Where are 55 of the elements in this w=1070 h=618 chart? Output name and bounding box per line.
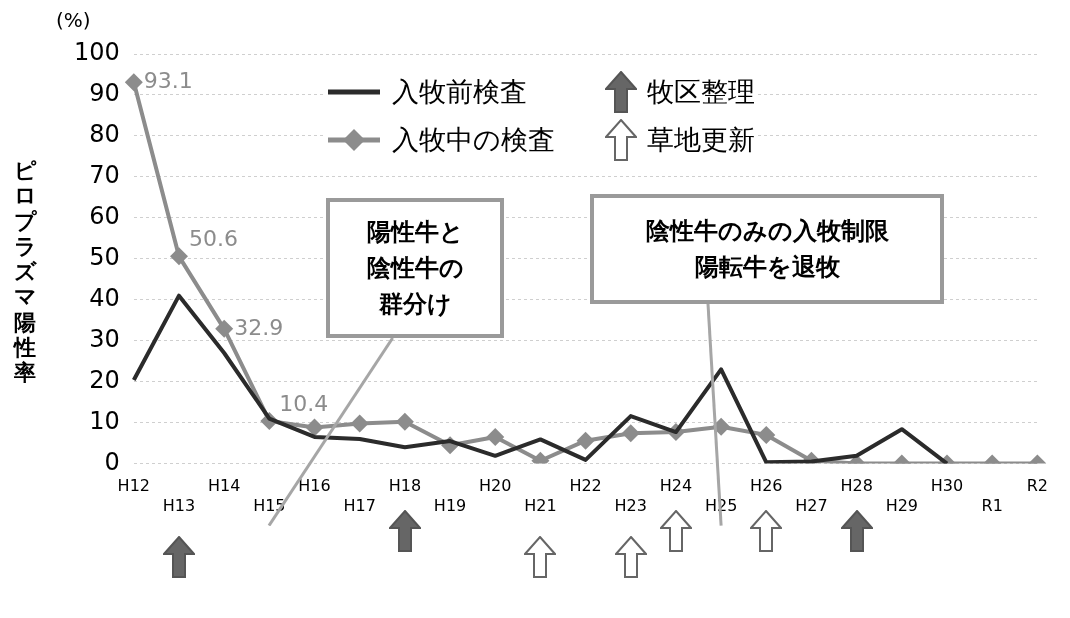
- x-tick-label: H27: [795, 495, 828, 515]
- point: [576, 431, 595, 450]
- data-label: 10.4: [279, 390, 329, 416]
- x-tick-label: H18: [388, 476, 422, 496]
- point: [215, 319, 234, 338]
- x-tick-label: R1: [981, 495, 1003, 515]
- callout-box: 陰性牛のみの入牧制限陽転牛を退牧: [590, 194, 944, 304]
- x-tick-label: H16: [298, 476, 331, 496]
- point: [350, 414, 369, 433]
- x-tick-label: H14: [207, 476, 241, 496]
- y-tick-label: 100: [74, 38, 120, 67]
- data-label: 93.1: [143, 67, 193, 93]
- annotation: 陽性牛と陰性牛の群分け: [365, 217, 465, 320]
- y-tick-label: 70: [89, 161, 120, 190]
- y-tick-label: 40: [89, 283, 120, 312]
- point: [757, 425, 776, 444]
- legend-label: 入牧前検査: [392, 75, 527, 109]
- annotation: 陰性牛のみの入牧制限陽転牛を退牧: [644, 216, 890, 283]
- y-tick-label: 10: [89, 406, 120, 435]
- x-tick-label: H28: [840, 476, 873, 496]
- y-tick-label: 30: [89, 324, 120, 353]
- data-label: 32.9: [234, 314, 284, 340]
- annotation: 牧区整理: [647, 75, 755, 109]
- x-tick-label: H29: [885, 495, 919, 515]
- callout-box: 陽性牛と陰性牛の群分け: [326, 198, 504, 338]
- y-tick-label: 20: [89, 365, 120, 394]
- y-tick-label: 50: [89, 243, 120, 272]
- x-tick-label: H24: [659, 476, 693, 496]
- text: ピロプラズマ陽性率: [14, 158, 37, 386]
- point: [486, 427, 505, 446]
- point: [305, 418, 324, 437]
- point: [169, 247, 188, 266]
- x-tick-label: H22: [569, 476, 602, 496]
- x-tick-label: H15: [253, 495, 286, 515]
- point: [621, 424, 640, 443]
- data-label: 50.6: [188, 226, 238, 252]
- legend-label: 入牧中の検査: [392, 123, 555, 157]
- x-tick-label: H17: [343, 495, 376, 515]
- x-tick-label: H19: [433, 495, 467, 515]
- text: (%): [56, 8, 91, 32]
- y-tick-label: 60: [89, 202, 120, 231]
- x-tick-label: H30: [930, 476, 964, 496]
- y-tick-label: 90: [89, 79, 120, 108]
- point: [395, 412, 414, 431]
- y-tick-label: 80: [89, 120, 120, 149]
- x-tick-label: H23: [614, 495, 647, 515]
- annotation: 草地更新: [647, 123, 755, 157]
- point: [124, 73, 143, 92]
- x-tick-label: H13: [162, 495, 196, 515]
- y-tick-label: 0: [104, 447, 120, 476]
- x-tick-label: R2: [1026, 476, 1048, 496]
- x-tick-label: H20: [479, 476, 512, 496]
- x-tick-label: H26: [750, 476, 783, 496]
- x-tick-label: H21: [524, 495, 557, 515]
- x-tick-label: H12: [117, 476, 150, 496]
